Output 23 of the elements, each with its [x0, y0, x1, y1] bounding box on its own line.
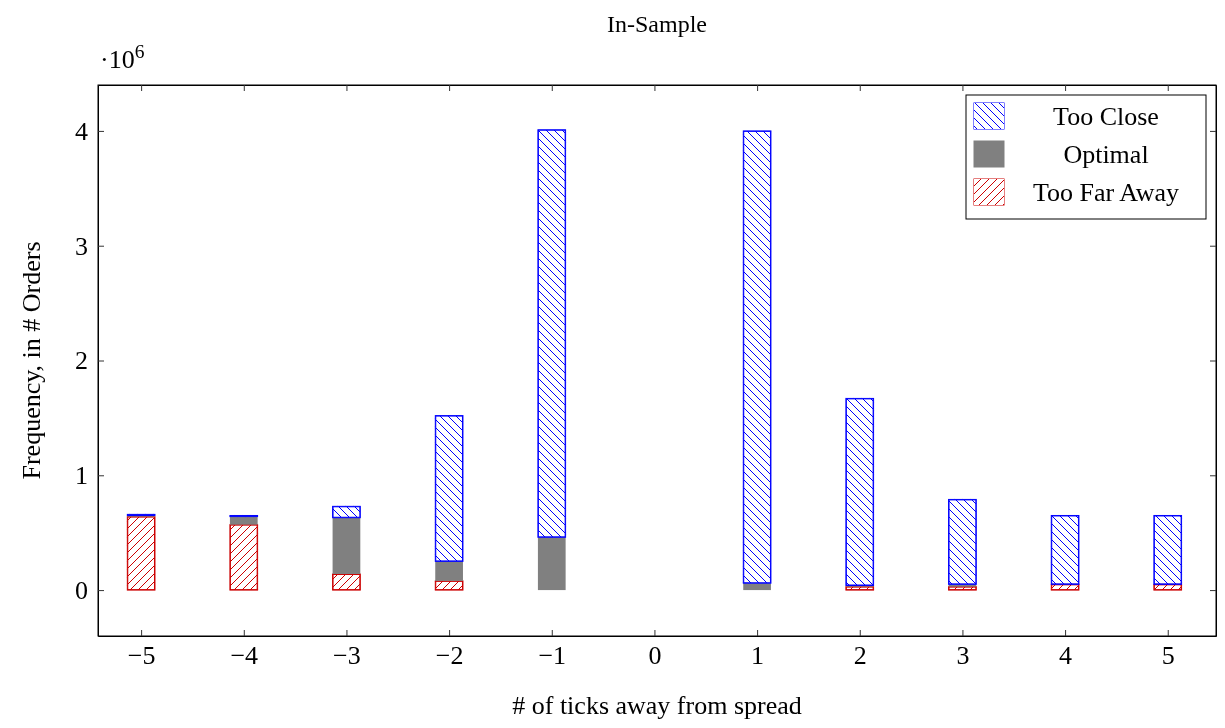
- y-tick-label: 3: [75, 231, 88, 261]
- x-tick-label: 5: [1161, 641, 1175, 671]
- x-tick-label: −5: [127, 641, 156, 671]
- x-tick-label: 0: [648, 641, 662, 671]
- y-tick-label: 2: [75, 346, 88, 376]
- legend-label: Too Close: [1053, 102, 1159, 131]
- x-axis-title: # of ticks away from spread: [512, 691, 802, 720]
- y-tick-label: 4: [75, 116, 88, 146]
- x-tick-label: −1: [538, 641, 567, 671]
- x-tick-label: −3: [333, 641, 361, 671]
- x-tick-label: 3: [956, 641, 970, 671]
- y-tick-label: 0: [75, 575, 88, 605]
- legend-label: Too Far Away: [1033, 178, 1179, 207]
- x-tick-label: −4: [230, 641, 259, 671]
- chart-title: In-Sample: [607, 11, 707, 37]
- y-tick-label: 1: [75, 461, 88, 491]
- y-axis-title: Frequency, in # Orders: [17, 241, 46, 480]
- x-tick-label: −2: [435, 641, 464, 671]
- x-tick-label: 2: [853, 641, 867, 671]
- legend-label: Optimal: [1063, 140, 1149, 169]
- text: ·10$^{6}$: [100, 40, 145, 74]
- x-tick-label: 1: [751, 641, 765, 671]
- x-tick-label: 4: [1059, 641, 1073, 671]
